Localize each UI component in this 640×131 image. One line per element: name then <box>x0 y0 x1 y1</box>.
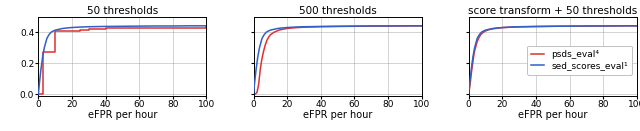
Title: 500 thresholds: 500 thresholds <box>299 6 376 16</box>
Title: score transform + 50 thresholds: score transform + 50 thresholds <box>468 6 637 16</box>
X-axis label: eFPR per hour: eFPR per hour <box>518 110 588 120</box>
X-axis label: eFPR per hour: eFPR per hour <box>303 110 372 120</box>
Title: 50 thresholds: 50 thresholds <box>87 6 158 16</box>
Legend: psds_eval⁴, sed_scores_eval¹: psds_eval⁴, sed_scores_eval¹ <box>527 46 632 75</box>
X-axis label: eFPR per hour: eFPR per hour <box>88 110 157 120</box>
